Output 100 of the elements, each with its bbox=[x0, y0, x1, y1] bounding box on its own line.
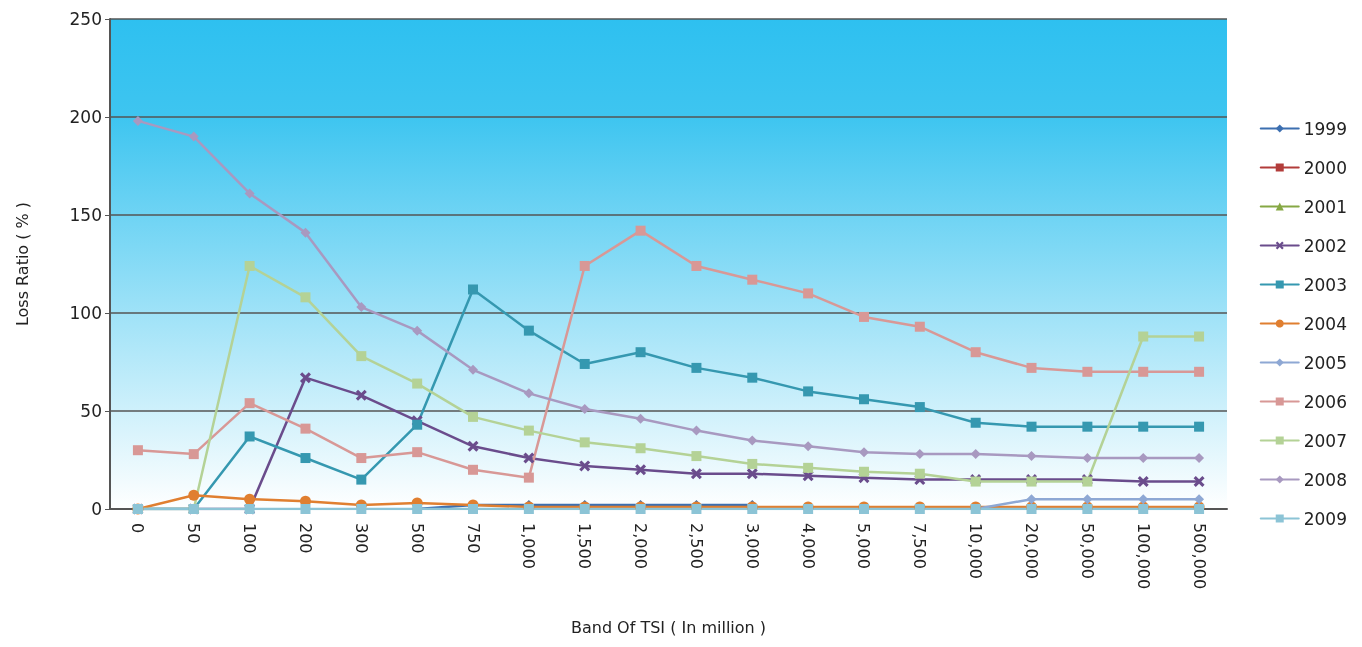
point bbox=[244, 188, 255, 199]
point bbox=[690, 468, 702, 480]
point bbox=[412, 325, 423, 336]
point bbox=[579, 358, 590, 369]
y-tick-label: 50 bbox=[80, 401, 102, 421]
x-tick-label: 0 bbox=[128, 523, 148, 534]
point bbox=[412, 447, 423, 458]
point bbox=[691, 362, 702, 373]
point bbox=[803, 386, 814, 397]
point bbox=[1194, 453, 1205, 464]
point bbox=[1194, 421, 1205, 432]
point bbox=[468, 411, 479, 422]
x-tick-label: 5,000 bbox=[854, 523, 874, 569]
point bbox=[691, 260, 702, 271]
point bbox=[132, 445, 143, 456]
point bbox=[1138, 494, 1149, 505]
legend-label: 1999 bbox=[1303, 118, 1347, 139]
point bbox=[1194, 331, 1205, 342]
x-tick-label: 1,500 bbox=[575, 523, 595, 569]
x-tick-label: 500,000 bbox=[1189, 523, 1209, 590]
x-tick-label: 100 bbox=[240, 523, 260, 554]
x-tick-label: 3,000 bbox=[742, 523, 762, 569]
point bbox=[468, 284, 479, 295]
point bbox=[635, 347, 646, 358]
point bbox=[1137, 476, 1149, 488]
point bbox=[1082, 366, 1093, 377]
point bbox=[523, 425, 534, 436]
point bbox=[579, 460, 591, 472]
point bbox=[412, 378, 423, 389]
legend-label: 2005 bbox=[1303, 352, 1347, 373]
point bbox=[1082, 421, 1093, 432]
point bbox=[803, 288, 814, 299]
point bbox=[299, 372, 311, 384]
point bbox=[1138, 366, 1149, 377]
point bbox=[635, 464, 647, 476]
point bbox=[188, 489, 200, 501]
legend-label: 2008 bbox=[1303, 469, 1347, 490]
legend-label: 2003 bbox=[1303, 274, 1347, 295]
point bbox=[858, 466, 869, 477]
point bbox=[356, 302, 367, 313]
legend-label: 2009 bbox=[1303, 508, 1347, 529]
point bbox=[635, 443, 646, 454]
x-tick-label: 50,000 bbox=[1077, 523, 1097, 579]
point bbox=[356, 504, 367, 514]
point bbox=[1138, 331, 1149, 342]
x-tick-label: 1,000 bbox=[519, 523, 539, 569]
point bbox=[300, 292, 311, 303]
x-tick-label: 2,000 bbox=[631, 523, 651, 569]
point bbox=[691, 451, 702, 462]
point bbox=[747, 435, 758, 446]
point bbox=[746, 468, 758, 480]
point bbox=[579, 437, 590, 448]
point bbox=[468, 364, 479, 375]
point bbox=[858, 394, 869, 405]
point bbox=[356, 474, 367, 485]
point bbox=[1026, 451, 1037, 462]
point bbox=[803, 462, 814, 473]
legend-label: 2004 bbox=[1303, 313, 1347, 334]
y-tick-label: 250 bbox=[69, 9, 102, 29]
point bbox=[523, 452, 535, 464]
x-tick-label: 100,000 bbox=[1133, 523, 1153, 590]
point bbox=[914, 468, 925, 479]
y-tick-label: 200 bbox=[69, 107, 102, 127]
legend-label: 2000 bbox=[1303, 157, 1347, 178]
point bbox=[1026, 494, 1037, 505]
point bbox=[914, 402, 925, 413]
point bbox=[914, 321, 925, 332]
point bbox=[244, 431, 255, 442]
point bbox=[747, 274, 758, 285]
point bbox=[300, 453, 311, 464]
point bbox=[579, 404, 590, 415]
point bbox=[244, 493, 256, 505]
x-axis-title: Band Of TSI ( In million ) bbox=[570, 617, 767, 637]
point bbox=[635, 225, 646, 236]
x-tick-label: 750 bbox=[463, 523, 483, 554]
point bbox=[579, 260, 590, 271]
y-tick-label: 150 bbox=[69, 205, 102, 225]
legend-label: 2001 bbox=[1303, 196, 1347, 217]
legend-label: 2007 bbox=[1303, 430, 1347, 451]
point bbox=[244, 398, 255, 409]
point bbox=[1026, 421, 1037, 432]
point bbox=[300, 504, 311, 514]
point bbox=[412, 419, 423, 430]
point bbox=[1194, 366, 1205, 377]
point bbox=[747, 372, 758, 383]
point bbox=[467, 440, 479, 452]
point bbox=[523, 388, 534, 399]
point bbox=[1138, 421, 1149, 432]
point bbox=[691, 425, 702, 436]
y-tick-label: 0 bbox=[91, 499, 102, 519]
x-tick-label: 500 bbox=[407, 523, 427, 554]
x-tick-label: 50 bbox=[184, 523, 204, 544]
x-tick-label: 20,000 bbox=[1022, 523, 1042, 579]
x-tick-label: 10,000 bbox=[966, 523, 986, 579]
point bbox=[356, 351, 367, 362]
x-tick-label: 300 bbox=[351, 523, 371, 554]
point bbox=[244, 260, 255, 271]
point bbox=[1194, 494, 1205, 505]
point bbox=[523, 325, 534, 336]
point bbox=[523, 472, 534, 483]
